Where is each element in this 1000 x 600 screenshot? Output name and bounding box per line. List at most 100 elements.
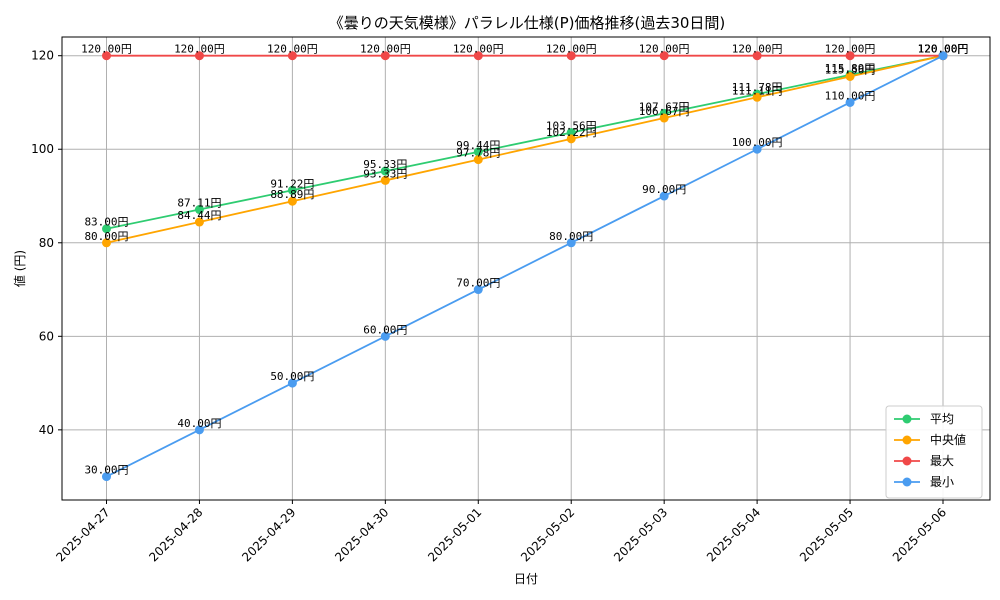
x-tick-label: 2025-04-30 (332, 505, 391, 564)
data-label: 120.00円 (267, 43, 318, 56)
x-axis-ticks: 2025-04-27 2025-04-28 2025-04-29 2025-04-30… (53, 500, 949, 564)
data-label: 120.00円 (453, 43, 504, 56)
data-point (752, 51, 762, 61)
series-line (106, 54, 944, 478)
x-tick-label: 2025-05-04 (704, 505, 763, 564)
data-point (845, 51, 855, 61)
data-label: 111.78円 (732, 81, 783, 94)
data-label: 30.00円 (84, 464, 128, 477)
x-tick-label: 2025-05-02 (518, 505, 577, 564)
y-tick-label: 60 (39, 329, 54, 343)
y-tick-label: 120 (31, 49, 54, 63)
data-label: 120.00円 (732, 43, 783, 56)
data-label: 103.56円 (546, 120, 597, 133)
data-point (287, 185, 297, 195)
data-label: 115.89円 (825, 62, 876, 75)
data-point (845, 97, 855, 107)
data-point (473, 285, 483, 295)
data-point (380, 175, 390, 185)
x-tick-label: 2025-05-01 (425, 505, 484, 564)
data-label: 110.00円 (825, 89, 876, 102)
x-tick-label: 2025-05-06 (890, 505, 949, 564)
data-point (102, 224, 111, 234)
data-label: 120.00円 (918, 43, 969, 56)
legend-swatch-marker (902, 435, 912, 445)
legend-label: 平均 (930, 412, 954, 426)
data-label: 99.44円 (456, 139, 500, 152)
data-point (845, 71, 855, 81)
data-point (380, 166, 390, 176)
y-axis-ticks: 40 60 80 100 120 (31, 49, 62, 437)
y-tick-label: 100 (31, 142, 54, 156)
x-tick-label: 2025-04-28 (146, 505, 205, 564)
data-label: 91.22円 (270, 177, 314, 190)
data-label: 60.00円 (363, 323, 407, 336)
data-point (102, 472, 111, 482)
data-point (287, 196, 297, 206)
legend-box (885, 405, 983, 499)
data-label: 115.56円 (825, 63, 876, 76)
data-label: 88.89円 (270, 188, 314, 201)
data-point (566, 134, 576, 144)
legend-swatch-marker (902, 414, 912, 424)
legend-label: 最大 (930, 454, 954, 468)
data-point (659, 191, 669, 201)
legend-label: 中央値 (930, 432, 966, 447)
data-label: 83.00円 (84, 216, 128, 229)
data-point (102, 51, 111, 61)
data-point (752, 144, 762, 154)
data-point (194, 51, 204, 61)
data-label: 70.00円 (456, 277, 500, 290)
data-label: 93.33円 (363, 167, 407, 180)
y-tick-label: 40 (39, 423, 54, 437)
data-label: 107.67円 (639, 100, 690, 113)
plot-frame (61, 36, 991, 501)
data-label: 97.78円 (456, 147, 500, 160)
data-point (473, 51, 483, 61)
data-label: 84.44円 (177, 209, 221, 222)
data-label: 120.00円 (81, 43, 132, 56)
data-label: 102.22円 (546, 126, 597, 139)
x-axis-title: 日付 (514, 572, 538, 586)
data-label: 120.00円 (825, 43, 876, 56)
x-tick-label: 2025-04-29 (239, 505, 298, 564)
data-point (659, 51, 669, 61)
data-point (659, 113, 669, 123)
data-label: 80.00円 (84, 230, 128, 243)
data-point (473, 147, 483, 157)
data-label: 106.67円 (639, 105, 690, 118)
data-label: 120.00円 (639, 43, 690, 56)
x-tick-label: 2025-05-03 (611, 505, 670, 564)
data-label: 100.00円 (732, 136, 783, 149)
data-point (473, 155, 483, 165)
data-point (194, 425, 204, 435)
data-label: 40.00円 (177, 417, 221, 430)
data-point (938, 51, 948, 61)
data-point (380, 331, 390, 341)
series-line (106, 54, 944, 230)
data-labels: 83.00円 87.11円 91.22円 95.33円 99.44円 103.56円 107… (81, 43, 968, 477)
data-label: 50.00円 (270, 370, 314, 383)
data-label: 95.33円 (363, 158, 407, 171)
data-label: 111.11円 (732, 84, 783, 97)
data-label: 80.00円 (549, 230, 593, 243)
legend-swatch-marker (902, 477, 912, 487)
data-label: 120.00円 (918, 43, 969, 56)
chart-title: 《曇りの天気模様》パラレル仕様(P)価格推移(過去30日間) (329, 14, 726, 32)
data-point (102, 238, 111, 248)
data-label: 120.00円 (360, 43, 411, 56)
x-tick-label: 2025-04-27 (53, 505, 112, 564)
data-point (566, 128, 576, 138)
series-layer (102, 51, 948, 482)
x-tick-label: 2025-05-05 (797, 505, 856, 564)
data-point (566, 51, 576, 61)
data-point (194, 217, 204, 227)
data-label: 120.00円 (918, 43, 969, 56)
data-point (566, 238, 576, 248)
data-label: 87.11円 (177, 197, 221, 210)
data-point (287, 378, 297, 388)
legend-label: 最小 (930, 475, 954, 489)
y-tick-label: 80 (39, 236, 54, 250)
